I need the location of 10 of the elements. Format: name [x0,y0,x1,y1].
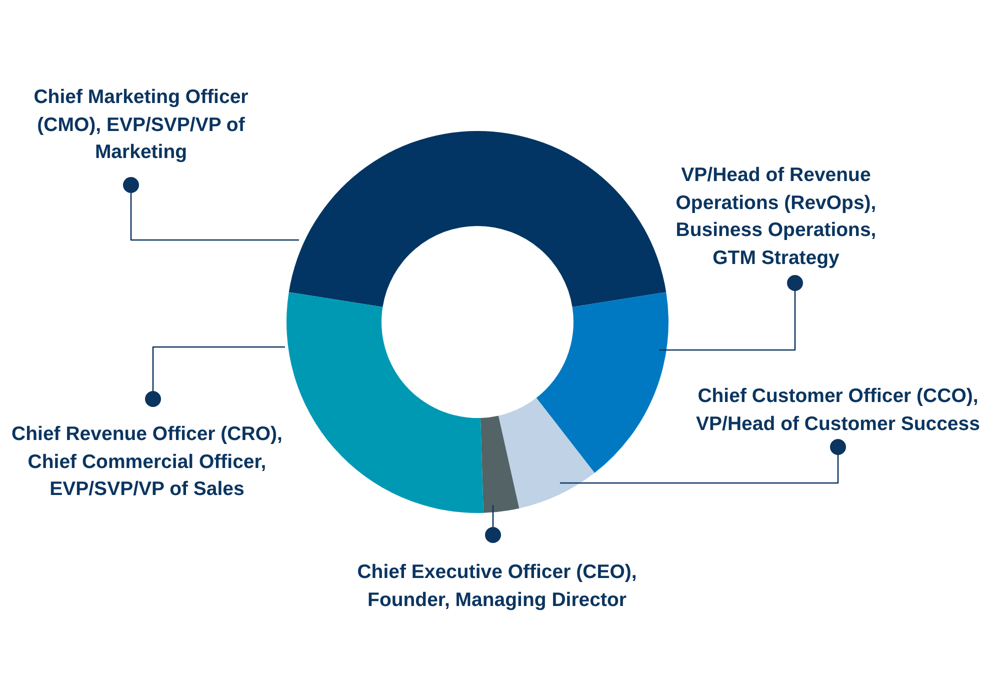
donut-slice [286,292,484,513]
slice-label: Chief Revenue Officer (CRO), Chief Commercial Officer, EVP/SVP/VP of Sales [10,422,284,502]
slice-label: Chief Customer Officer (CCO), VP/Head of Customer Success [695,384,981,436]
slice-label: Chief Marketing Officer (CMO), EVP/SVP/VP of Marketing [32,85,250,165]
donut-slice [480,416,520,513]
donut-slice [288,131,666,307]
donut-slice [498,398,595,508]
donut-slice [536,292,668,473]
slice-label: VP/Head of Revenue Operations (RevOps), Business Operations, GTM Strategy [674,163,878,270]
slice-label: Chief Executive Officer (CEO), Founder, Managing Director [356,560,638,612]
